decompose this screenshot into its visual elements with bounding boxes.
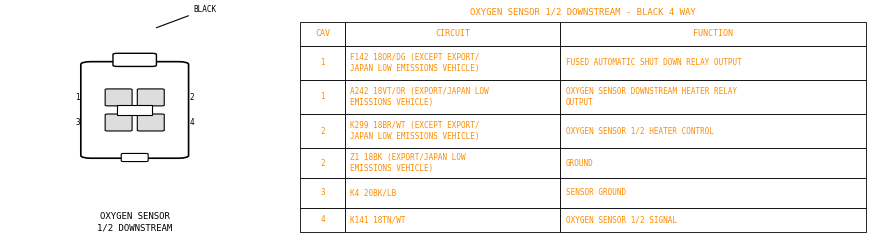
Text: A242 18VT/OR (EXPORT/JAPAN LOW
EMISSIONS VEHICLE): A242 18VT/OR (EXPORT/JAPAN LOW EMISSIONS… — [350, 87, 489, 107]
Bar — [345, 46, 561, 80]
Bar — [300, 114, 345, 148]
FancyBboxPatch shape — [105, 114, 132, 131]
Bar — [561, 22, 866, 46]
Text: 2: 2 — [320, 158, 325, 168]
Text: FUNCTION: FUNCTION — [693, 29, 733, 38]
Text: K299 18BR/WT (EXCEPT EXPORT/
JAPAN LOW EMISSIONS VEHICLE): K299 18BR/WT (EXCEPT EXPORT/ JAPAN LOW E… — [350, 121, 480, 141]
Text: FUSED AUTOMATIC SHUT DOWN RELAY OUTPUT: FUSED AUTOMATIC SHUT DOWN RELAY OUTPUT — [566, 58, 741, 67]
FancyBboxPatch shape — [137, 89, 164, 106]
Text: 2: 2 — [320, 127, 325, 136]
Bar — [300, 208, 345, 232]
Text: BLACK: BLACK — [156, 5, 217, 28]
Bar — [300, 80, 345, 114]
Bar — [561, 208, 866, 232]
Text: CIRCUIT: CIRCUIT — [435, 29, 470, 38]
Bar — [345, 114, 561, 148]
Text: 2: 2 — [189, 93, 194, 102]
Bar — [300, 178, 345, 208]
Bar — [345, 22, 561, 46]
Bar — [561, 178, 866, 208]
Text: OXYGEN SENSOR 1/2 SIGNAL: OXYGEN SENSOR 1/2 SIGNAL — [566, 215, 677, 224]
Text: OXYGEN SENSOR 1/2 HEATER CONTROL: OXYGEN SENSOR 1/2 HEATER CONTROL — [566, 127, 713, 136]
Text: K4 20BK/LB: K4 20BK/LB — [350, 188, 396, 197]
Text: 1: 1 — [320, 58, 325, 67]
Text: 3: 3 — [320, 188, 325, 197]
Text: 1: 1 — [320, 92, 325, 101]
FancyBboxPatch shape — [81, 62, 189, 158]
FancyBboxPatch shape — [137, 114, 164, 131]
Text: Z1 18BK (EXPORT/JAPAN LOW
EMISSIONS VEHICLE): Z1 18BK (EXPORT/JAPAN LOW EMISSIONS VEHI… — [350, 153, 466, 173]
Text: OXYGEN SENSOR DOWNSTREAM HEATER RELAY
OUTPUT: OXYGEN SENSOR DOWNSTREAM HEATER RELAY OU… — [566, 87, 737, 107]
Bar — [117, 105, 152, 115]
Bar — [561, 80, 866, 114]
Bar — [561, 148, 866, 178]
Bar — [561, 46, 866, 80]
FancyBboxPatch shape — [121, 153, 148, 162]
Text: F142 18OR/DG (EXCEPT EXPORT/
JAPAN LOW EMISSIONS VEHICLE): F142 18OR/DG (EXCEPT EXPORT/ JAPAN LOW E… — [350, 53, 480, 73]
Bar — [345, 208, 561, 232]
Text: CAV: CAV — [315, 29, 330, 38]
Bar — [300, 46, 345, 80]
Text: OXYGEN SENSOR
1/2 DOWNSTREAM: OXYGEN SENSOR 1/2 DOWNSTREAM — [97, 212, 172, 232]
Bar — [300, 148, 345, 178]
Bar — [561, 114, 866, 148]
FancyBboxPatch shape — [113, 53, 156, 66]
Text: 3: 3 — [76, 118, 80, 127]
Text: 4: 4 — [320, 215, 325, 224]
Text: SENSOR GROUND: SENSOR GROUND — [566, 188, 626, 197]
Text: K141 18TN/WT: K141 18TN/WT — [350, 215, 406, 224]
Text: 1: 1 — [76, 93, 80, 102]
Text: 4: 4 — [189, 118, 194, 127]
Bar — [345, 148, 561, 178]
Text: GROUND: GROUND — [566, 158, 594, 168]
Bar — [345, 80, 561, 114]
Bar — [300, 22, 345, 46]
FancyBboxPatch shape — [105, 89, 132, 106]
Text: OXYGEN SENSOR 1/2 DOWNSTREAM - BLACK 4 WAY: OXYGEN SENSOR 1/2 DOWNSTREAM - BLACK 4 W… — [470, 8, 696, 17]
Bar — [345, 178, 561, 208]
